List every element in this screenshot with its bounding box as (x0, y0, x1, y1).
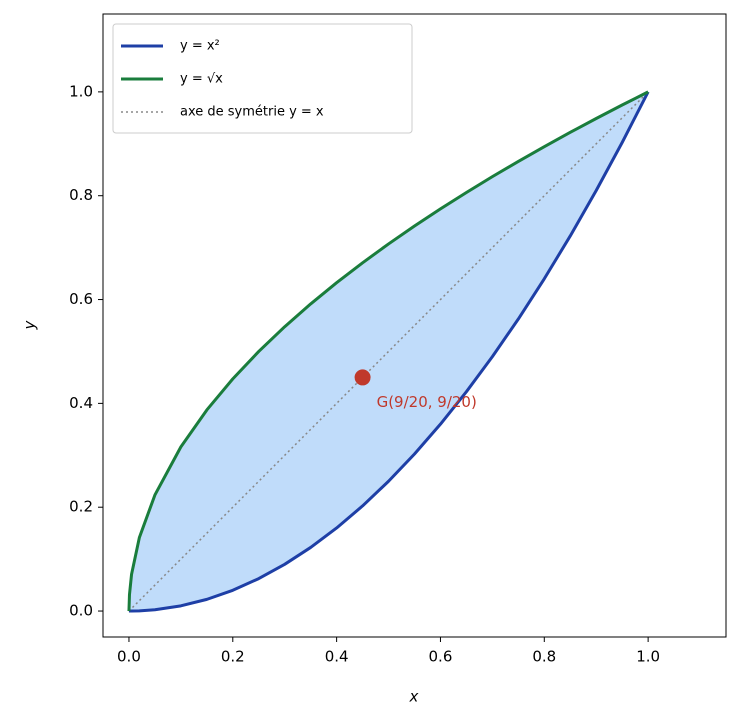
legend: y = x² y = √x axe de symétrie y = x (112, 23, 413, 134)
y-tick-label: 0.4 (69, 394, 93, 412)
y-tick-label: 1.0 (69, 82, 93, 100)
line (127, 90, 649, 612)
x-tick-label: 0.2 (221, 648, 245, 666)
annotation: G(9/20, 9/20) (377, 393, 477, 411)
x-tick-label: 0.0 (117, 648, 141, 666)
x-tick-label: 0.6 (429, 648, 453, 666)
x-axis-label: x (409, 688, 419, 706)
y-tick-label: 0.2 (69, 498, 93, 516)
centroid-point (354, 369, 371, 386)
x-tick-label: 1.0 (636, 648, 660, 666)
x-tick-label: 0.4 (325, 648, 349, 666)
line (127, 91, 650, 613)
y-axis-label: y (21, 319, 39, 330)
plot-frame (102, 13, 727, 638)
legend-label: y = √x (180, 72, 223, 87)
legend-label: y = x² (180, 39, 220, 54)
y-tick-label: 0.6 (69, 290, 93, 308)
legend-box (112, 23, 413, 134)
y-tick-label: 0.0 (69, 602, 93, 620)
x-tick-label: 0.8 (532, 648, 556, 666)
y-tick-label: 0.8 (69, 186, 93, 204)
legend-label: axe de symétrie y = x (180, 105, 324, 120)
